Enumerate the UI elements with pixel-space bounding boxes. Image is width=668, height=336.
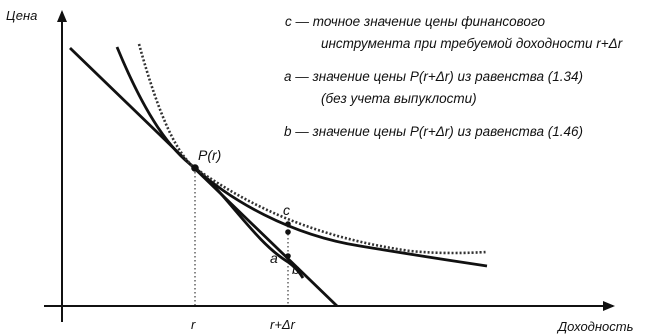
point-p	[191, 164, 199, 172]
x-axis-label: Доходность	[556, 319, 634, 334]
point-label-a: a	[270, 250, 278, 266]
point-dotted	[285, 229, 291, 235]
tick-label-r-plus-dr: r+Δr	[270, 317, 296, 332]
legend-c-line1: c — точное значение цены финансового	[285, 14, 545, 29]
legend-b-line1: b — значение цены P(r+Δr) из равенства (…	[284, 124, 583, 139]
tick-label-r: r	[191, 317, 196, 332]
convexity-curve	[115, 46, 305, 279]
legend-c-line2: инструмента при требуемой доходности r+Δ…	[321, 36, 623, 51]
legend-a-line2: (без учета выпуклости)	[321, 91, 477, 106]
dotted-curve	[137, 43, 487, 255]
legend-a-line1: a — значение цены P(r+Δr) из равенства (…	[284, 69, 583, 84]
point-c	[285, 221, 291, 227]
point-label-c: c	[283, 202, 290, 218]
exact-price-curve	[194, 166, 488, 268]
point-label-b: b	[292, 261, 300, 277]
y-axis-label: Цена	[6, 8, 37, 23]
point-a	[285, 253, 291, 259]
point-label-p: P(r)	[198, 147, 221, 163]
